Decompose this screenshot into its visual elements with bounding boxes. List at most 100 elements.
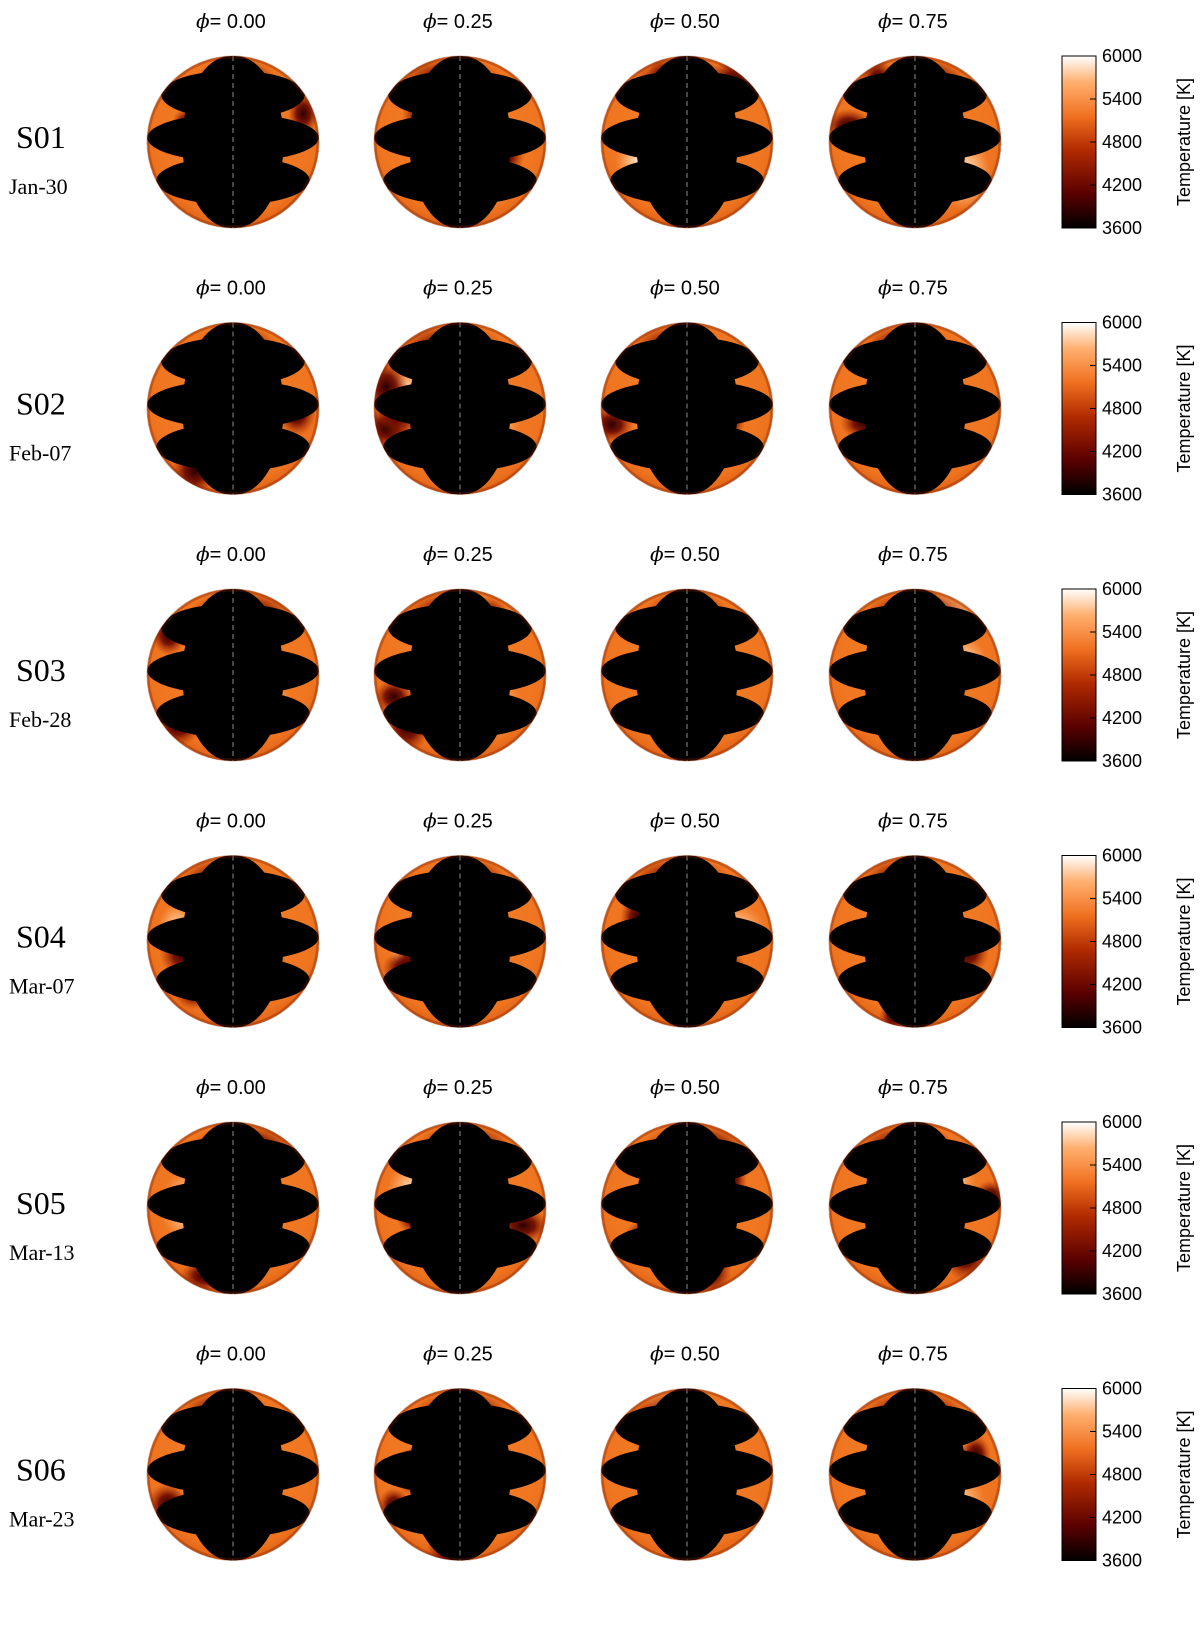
stellar-surface-map: [600, 55, 774, 229]
stellar-surface-map: [600, 1388, 774, 1561]
colorbar-title: Temperature [K]: [1174, 611, 1194, 739]
map-name: S03: [16, 652, 66, 688]
colorbar-title: Temperature [K]: [1174, 344, 1194, 472]
colorbar-tick-label: 4800: [1102, 132, 1142, 152]
phase-label: ϕ= 0.50: [650, 9, 720, 33]
stellar-surface-map: [828, 588, 1002, 762]
stellar-surface-map: [146, 588, 320, 762]
stellar-surface-map: [828, 55, 1002, 229]
map-name: S01: [16, 119, 66, 155]
stellar-surface-map: [828, 855, 1002, 1028]
colorbar-tick-label: 5400: [1102, 622, 1142, 642]
temperature-colorbar: 6000 5400 4800 4200 3600 Temperature [K]: [1061, 1379, 1194, 1571]
stellar-surface-map: [146, 322, 320, 495]
colorbar-tick-label: 4800: [1102, 1465, 1142, 1485]
stellar-surface-map: [373, 322, 547, 495]
phase-label: ϕ= 0.75: [878, 9, 948, 33]
colorbar-title: Temperature [K]: [1174, 1144, 1194, 1272]
colorbar-tick-label: 3600: [1102, 1551, 1142, 1571]
colorbar-tick-label: 5400: [1102, 889, 1142, 909]
colorbar-tick-label: 6000: [1102, 1112, 1142, 1132]
colorbar-tick-label: 5400: [1102, 1422, 1142, 1442]
stellar-surface-map: [600, 322, 774, 495]
stellar-surface-map: [146, 855, 320, 1028]
phase-label: ϕ= 0.00: [196, 1075, 266, 1099]
phase-label: ϕ= 0.25: [423, 276, 493, 300]
phase-label: ϕ= 0.25: [423, 1075, 493, 1099]
stellar-surface-map: [828, 1121, 1002, 1295]
colorbar-tick-label: 6000: [1102, 313, 1142, 333]
phase-label: ϕ= 0.75: [878, 542, 948, 566]
stellar-surface-map: [373, 55, 547, 229]
map-date: Feb-07: [9, 441, 71, 466]
stellar-surface-map: [146, 1121, 320, 1295]
colorbar-tick-label: 3600: [1102, 485, 1142, 505]
colorbar-tick-label: 4200: [1102, 975, 1142, 995]
stellar-surface-map: [146, 55, 320, 229]
phase-label: ϕ= 0.75: [878, 1342, 948, 1366]
colorbar-tick-label: 4800: [1102, 1198, 1142, 1218]
phase-label: ϕ= 0.50: [650, 1075, 720, 1099]
phase-label: ϕ= 0.75: [878, 276, 948, 300]
map-date: Mar-23: [9, 1507, 75, 1532]
phase-label: ϕ= 0.00: [196, 276, 266, 300]
colorbar-tick-label: 5400: [1102, 1155, 1142, 1175]
colorbar-tick-label: 4800: [1102, 399, 1142, 419]
map-date: Mar-13: [9, 1240, 75, 1265]
map-row-s04: S04 Mar-07 ϕ= 0.00 ϕ= 0.25 ϕ= 0.50 ϕ= 0.75 600…: [9, 809, 1194, 1038]
map-row-s06: S06 Mar-23 ϕ= 0.00 ϕ= 0.25 ϕ= 0.50 ϕ= 0.75 600…: [9, 1342, 1194, 1571]
map-date: Feb-28: [9, 707, 71, 732]
map-row-s03: S03 Feb-28 ϕ= 0.00 ϕ= 0.25 ϕ= 0.50 ϕ= 0.75 600…: [9, 542, 1194, 771]
phase-label: ϕ= 0.50: [650, 809, 720, 833]
phase-label: ϕ= 0.25: [423, 1342, 493, 1366]
colorbar-tick-label: 4800: [1102, 665, 1142, 685]
temperature-colorbar: 6000 5400 4800 4200 3600 Temperature [K]: [1061, 579, 1194, 771]
colorbar-tick-label: 4200: [1102, 1241, 1142, 1261]
colorbar-tick-label: 3600: [1102, 218, 1142, 238]
phase-label: ϕ= 0.25: [423, 809, 493, 833]
stellar-surface-map: [146, 1388, 320, 1561]
phase-label: ϕ= 0.50: [650, 542, 720, 566]
temperature-colorbar: 6000 5400 4800 4200 3600 Temperature [K]: [1061, 46, 1194, 238]
map-row-s05: S05 Mar-13 ϕ= 0.00 ϕ= 0.25 ϕ= 0.50 ϕ= 0.75 600…: [9, 1075, 1194, 1304]
temperature-colorbar: 6000 5400 4800 4200 3600 Temperature [K]: [1061, 1112, 1194, 1304]
map-row-s01: S01 Jan-30 ϕ= 0.00 ϕ= 0.25 ϕ= 0.50 ϕ= 0.75 600…: [9, 9, 1194, 238]
colorbar-tick-label: 4200: [1102, 1508, 1142, 1528]
phase-label: ϕ= 0.25: [423, 9, 493, 33]
phase-label: ϕ= 0.00: [196, 542, 266, 566]
colorbar-tick-label: 6000: [1102, 846, 1142, 866]
phase-label: ϕ= 0.00: [196, 9, 266, 33]
phase-label: ϕ= 0.25: [423, 542, 493, 566]
colorbar-tick-label: 3600: [1102, 1018, 1142, 1038]
phase-label: ϕ= 0.00: [196, 1342, 266, 1366]
colorbar-tick-label: 6000: [1102, 579, 1142, 599]
phase-label: ϕ= 0.50: [650, 1342, 720, 1366]
colorbar-tick-label: 3600: [1102, 751, 1142, 771]
stellar-surface-map: [373, 1121, 547, 1295]
stellar-surface-map: [600, 855, 774, 1028]
colorbar-title: Temperature [K]: [1174, 877, 1194, 1005]
stellar-surface-map: [828, 322, 1002, 495]
stellar-surface-map: [373, 855, 547, 1028]
phase-label: ϕ= 0.50: [650, 276, 720, 300]
stellar-surface-map: [373, 588, 547, 762]
colorbar-tick-label: 6000: [1102, 1379, 1142, 1399]
colorbar-title: Temperature [K]: [1174, 78, 1194, 206]
colorbar-tick-label: 4200: [1102, 708, 1142, 728]
colorbar-tick-label: 4200: [1102, 175, 1142, 195]
temperature-colorbar: 6000 5400 4800 4200 3600 Temperature [K]: [1061, 846, 1194, 1038]
phase-label: ϕ= 0.75: [878, 1075, 948, 1099]
temperature-colorbar: 6000 5400 4800 4200 3600 Temperature [K]: [1061, 313, 1194, 505]
colorbar-tick-label: 5400: [1102, 356, 1142, 376]
map-date: Jan-30: [9, 174, 68, 199]
map-row-s02: S02 Feb-07 ϕ= 0.00 ϕ= 0.25 ϕ= 0.50 ϕ= 0.75 600…: [9, 276, 1194, 505]
stellar-surface-map: [600, 588, 774, 762]
map-name: S02: [16, 386, 66, 422]
map-name: S05: [16, 1185, 66, 1221]
colorbar-tick-label: 6000: [1102, 46, 1142, 66]
phase-label: ϕ= 0.00: [196, 809, 266, 833]
phase-label: ϕ= 0.75: [878, 809, 948, 833]
colorbar-tick-label: 4800: [1102, 932, 1142, 952]
colorbar-tick-label: 4200: [1102, 442, 1142, 462]
